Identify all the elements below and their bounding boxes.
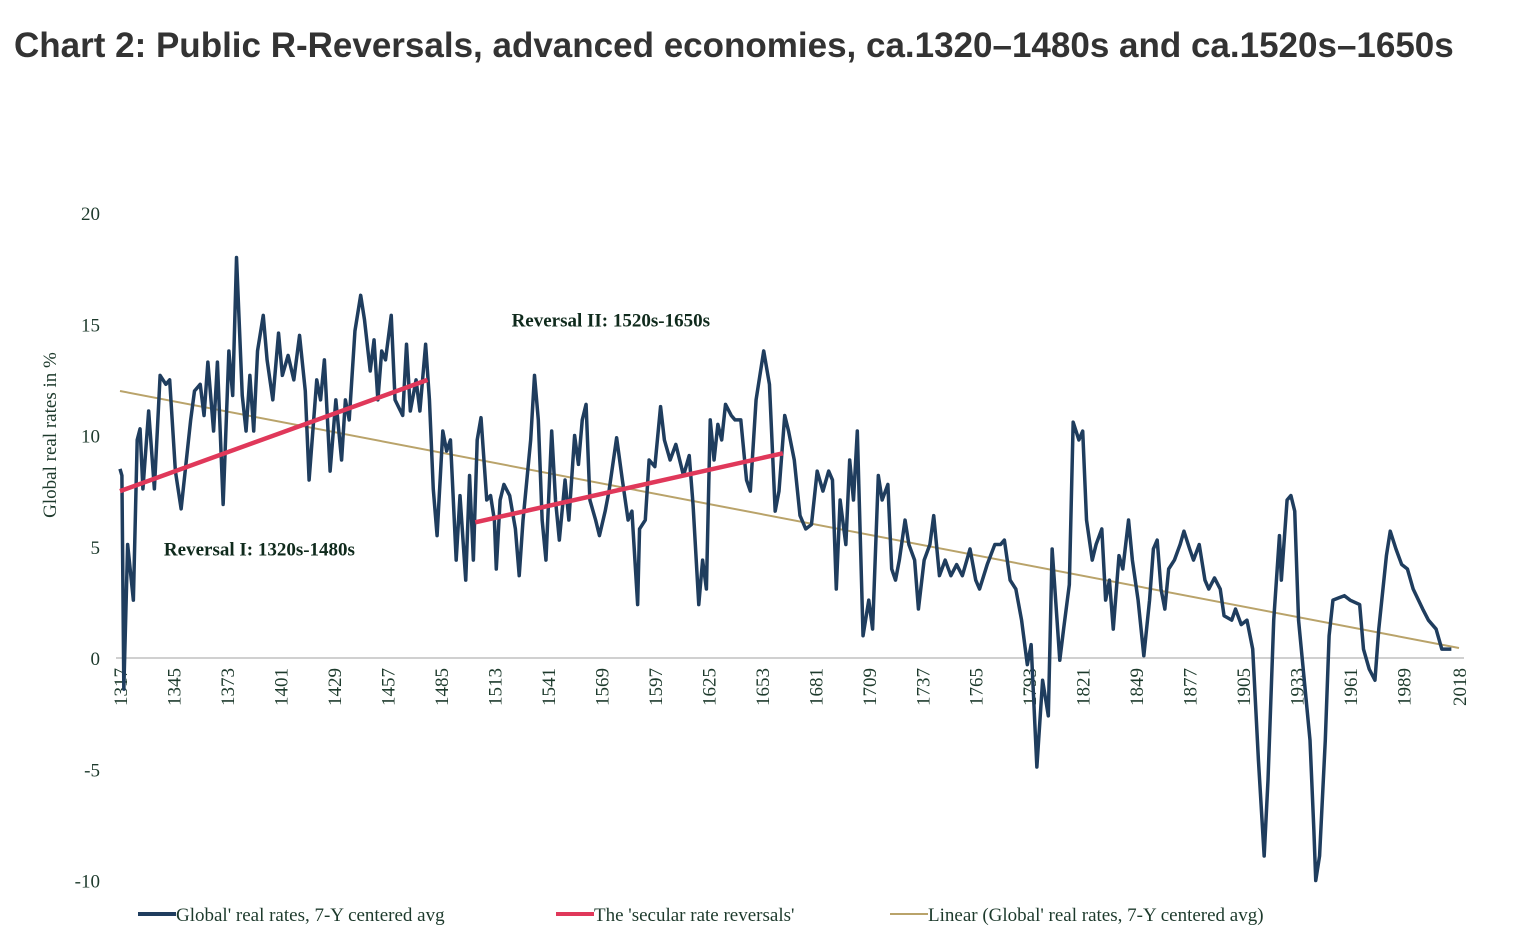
x-tick-label: 1905 (1234, 668, 1255, 706)
x-tick-label: 1429 (325, 668, 346, 706)
x-tick-label: 1457 (378, 668, 399, 706)
x-tick-label: 1765 (967, 668, 988, 706)
y-tick-label: 15 (81, 315, 100, 336)
annotation-label: Reversal II: 1520s-1650s (512, 310, 710, 331)
x-tick-label: 1877 (1181, 668, 1202, 706)
legend-item: Global' real rates, 7-Y centered avg (138, 905, 445, 926)
x-tick-label: 1961 (1341, 668, 1362, 706)
x-tick-label: 1793 (1020, 668, 1041, 706)
y-tick-label: 0 (91, 649, 101, 670)
legend-label: The 'secular rate reversals' (594, 905, 794, 926)
legend-label: Global' real rates, 7-Y centered avg (176, 905, 445, 926)
reversal-segment (474, 451, 784, 525)
x-tick-label: 1513 (485, 668, 506, 706)
x-tick-label: 1821 (1074, 668, 1095, 706)
x-tick-label: 1653 (753, 668, 774, 706)
x-tick-label: 1989 (1395, 668, 1416, 706)
y-tick-label: -5 (84, 760, 100, 781)
y-tick-label: 20 (81, 204, 100, 225)
real-rates-line (118, 255, 1452, 883)
y-tick-label: 5 (91, 538, 101, 559)
x-tick-label: 1373 (218, 668, 239, 706)
y-axis: 20 15 10 5 0 -5 -10 (75, 204, 100, 893)
legend-label: Linear (Global' real rates, 7-Y centered… (928, 905, 1264, 926)
legend-item: Linear (Global' real rates, 7-Y centered… (890, 905, 1264, 926)
y-tick-label: 10 (81, 427, 100, 448)
x-tick-label: 1569 (592, 668, 613, 706)
x-tick-label: 1345 (164, 668, 185, 706)
x-tick-label: 1737 (913, 668, 934, 706)
legend: Global' real rates, 7-Y centered avg The … (138, 905, 1264, 926)
reversal-segment (119, 377, 429, 494)
y-tick-label: -10 (75, 872, 100, 893)
x-tick-label: 1709 (860, 668, 881, 706)
x-tick-label: 1597 (646, 668, 667, 706)
x-tick-label: 1485 (432, 668, 453, 706)
x-axis: 1317 1345 1373 1401 1429 1457 1485 1513 1541 1569… (111, 668, 1471, 706)
x-tick-label: 1401 (271, 668, 292, 706)
annotation-label: Reversal I: 1320s-1480s (164, 540, 355, 561)
x-tick-label: 1849 (1127, 668, 1148, 706)
legend-item: The 'secular rate reversals' (556, 905, 794, 926)
annotations: Reversal I: 1320s-1480s Reversal II: 1520… (164, 310, 710, 560)
y-axis-label: Global real rates in % (40, 352, 61, 518)
chart-title: Chart 2: Public R-Reversals, advanced ec… (14, 26, 1454, 65)
series-secular-rate-reversals (119, 377, 784, 525)
series-global-real-rates (118, 255, 1452, 883)
x-tick-label: 1541 (539, 668, 560, 706)
x-tick-label: 2018 (1450, 668, 1471, 706)
x-tick-label: 1625 (699, 668, 720, 706)
x-tick-label: 1317 (111, 668, 132, 706)
x-tick-label: 1681 (806, 668, 827, 706)
